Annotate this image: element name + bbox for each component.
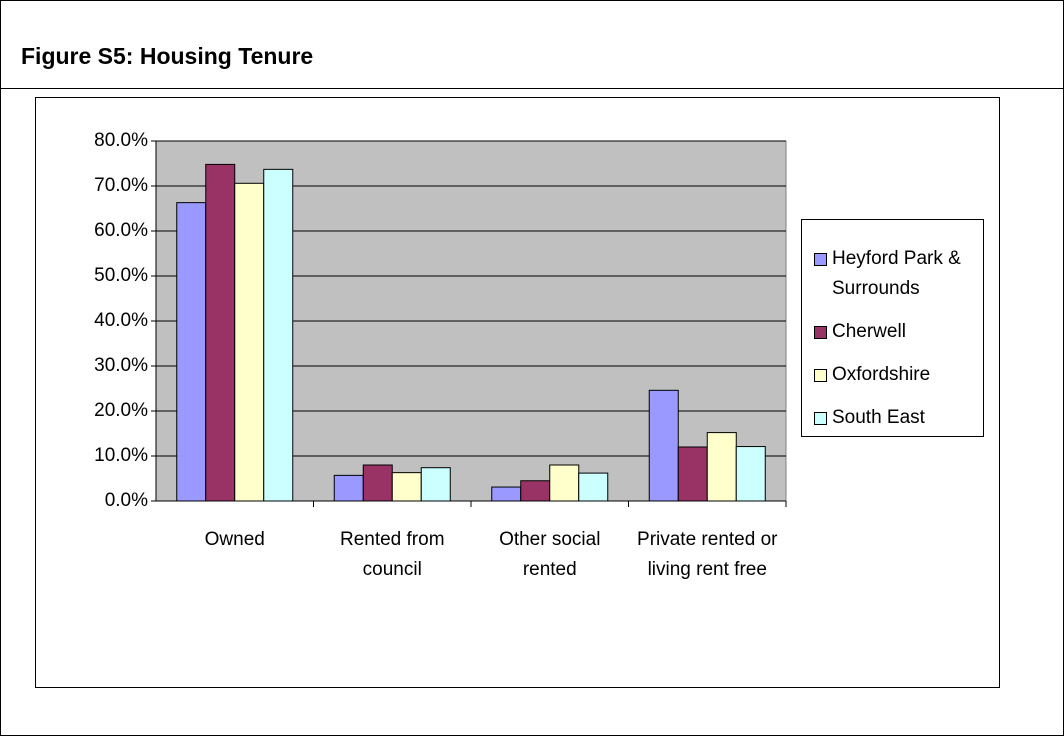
bar xyxy=(735,446,766,502)
y-tick-label: 30.0% xyxy=(94,355,148,376)
legend-label: Oxfordshire xyxy=(832,364,931,385)
bar xyxy=(520,480,551,502)
y-tick-label: 40.0% xyxy=(94,310,148,331)
figure-title: Figure S5: Housing Tenure xyxy=(1,1,1063,89)
bar xyxy=(391,472,422,502)
bar xyxy=(234,182,265,502)
bar xyxy=(333,474,364,502)
bar xyxy=(420,467,451,502)
y-tick-label: 60.0% xyxy=(94,220,148,241)
bar xyxy=(648,389,679,502)
x-tick-label: Private rented or living rent free xyxy=(637,529,778,580)
legend-swatch xyxy=(814,326,827,339)
y-tick-label: 70.0% xyxy=(94,175,148,196)
legend-item: Oxfordshire xyxy=(814,360,983,390)
y-tick-label: 80.0% xyxy=(94,130,148,151)
x-tick-label: Rented from council xyxy=(339,529,445,580)
legend: Heyford Park & Surrounds Cherwell Oxfordsh… xyxy=(801,219,984,437)
legend-item: Heyford Park & Surrounds xyxy=(814,244,983,304)
bar xyxy=(578,472,609,502)
legend-swatch xyxy=(814,253,827,266)
y-tick-label: 0.0% xyxy=(105,490,148,511)
legend-label: Cherwell xyxy=(832,321,906,342)
bar xyxy=(176,202,207,502)
legend-swatch xyxy=(814,369,827,382)
legend-item: Cherwell xyxy=(814,317,983,347)
chart-frame xyxy=(35,97,1000,688)
bar xyxy=(706,432,737,502)
bar xyxy=(362,464,393,502)
legend-item: South East xyxy=(814,403,983,433)
bar xyxy=(263,168,294,502)
legend-label: South East xyxy=(832,407,925,428)
x-tick-label: Other social rented xyxy=(499,529,601,580)
bar xyxy=(677,446,708,502)
bar xyxy=(549,464,580,502)
y-tick-label: 50.0% xyxy=(94,265,148,286)
y-tick-label: 20.0% xyxy=(94,400,148,421)
legend-swatch xyxy=(814,412,827,425)
legend-label: Heyford Park & Surrounds xyxy=(832,248,961,299)
y-tick-label: 10.0% xyxy=(94,445,148,466)
x-tick-label: Owned xyxy=(204,529,265,550)
bar xyxy=(205,163,236,502)
bar xyxy=(491,486,522,502)
